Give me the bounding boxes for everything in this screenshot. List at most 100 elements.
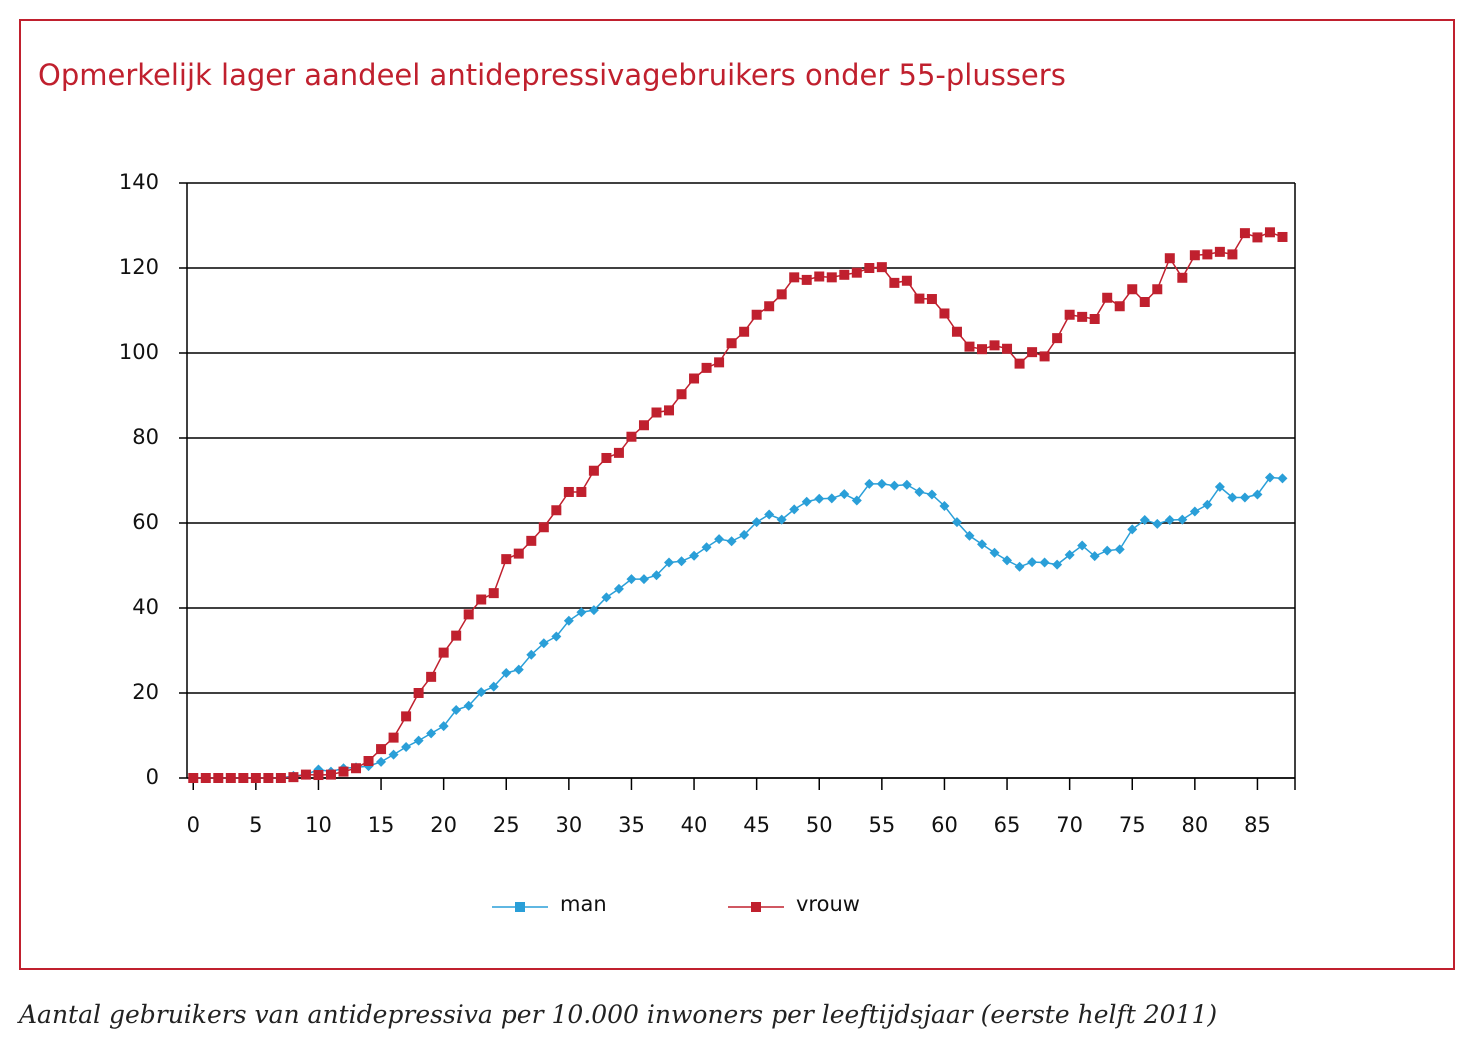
point <box>651 407 662 418</box>
point <box>901 479 912 490</box>
x-tick-label: 20 <box>430 813 457 837</box>
point <box>413 735 424 746</box>
point <box>438 721 449 732</box>
point <box>989 340 1000 351</box>
point <box>363 756 374 766</box>
point <box>664 405 675 416</box>
point <box>626 574 637 585</box>
point <box>1252 232 1263 243</box>
point <box>588 465 599 476</box>
point <box>1164 515 1175 526</box>
point <box>213 773 224 783</box>
point <box>789 272 800 283</box>
x-tick-label: 25 <box>493 813 520 837</box>
point <box>526 649 537 660</box>
point <box>526 535 537 546</box>
point <box>739 326 750 337</box>
point <box>188 773 199 783</box>
point <box>739 529 750 540</box>
point <box>1127 284 1138 295</box>
point <box>1139 515 1150 526</box>
point <box>351 763 362 774</box>
point <box>426 671 437 682</box>
point <box>225 773 236 783</box>
y-tick-label: 80 <box>132 425 159 449</box>
point <box>1114 301 1125 312</box>
point <box>275 773 286 783</box>
point <box>926 294 937 305</box>
point <box>689 550 700 561</box>
point <box>1252 489 1263 500</box>
x-tick-label: 30 <box>555 813 582 837</box>
point <box>376 744 387 755</box>
point <box>1152 284 1163 295</box>
x-tick-label: 65 <box>994 813 1021 837</box>
point <box>476 594 487 605</box>
point <box>513 664 524 675</box>
x-tick-label: 70 <box>1056 813 1083 837</box>
point <box>701 542 712 553</box>
x-tick-label: 85 <box>1244 813 1271 837</box>
point <box>513 548 524 559</box>
point <box>926 489 937 500</box>
x-tick-label: 50 <box>806 813 833 837</box>
x-tick-label: 15 <box>368 813 395 837</box>
point <box>689 373 700 384</box>
x-tick-label: 60 <box>931 813 958 837</box>
point <box>238 773 249 783</box>
point <box>538 522 549 533</box>
point <box>1052 559 1063 570</box>
point <box>638 574 649 585</box>
point <box>488 588 499 599</box>
point <box>463 609 474 620</box>
point <box>1277 231 1288 242</box>
point <box>1102 292 1113 303</box>
chart-frame <box>19 19 1455 970</box>
point <box>964 530 975 541</box>
point <box>1214 481 1225 492</box>
point <box>501 554 512 565</box>
point <box>1002 555 1013 566</box>
point <box>613 447 624 458</box>
point <box>789 504 800 515</box>
x-tick-label: 5 <box>249 813 262 837</box>
point <box>901 275 912 286</box>
point <box>801 496 812 507</box>
point <box>989 547 1000 558</box>
point <box>776 289 787 300</box>
point <box>1077 311 1088 322</box>
point <box>851 267 862 278</box>
caption: Aantal gebruikers van antidepressiva per… <box>19 1000 1218 1029</box>
point <box>1039 557 1050 568</box>
point <box>889 480 900 491</box>
point <box>801 274 812 285</box>
point <box>914 293 925 304</box>
point <box>263 773 274 783</box>
point <box>551 631 562 642</box>
point <box>977 344 988 355</box>
point <box>951 517 962 528</box>
y-tick-label: 60 <box>132 510 159 534</box>
x-tick-label: 0 <box>187 813 200 837</box>
point <box>751 517 762 528</box>
point <box>676 389 687 400</box>
point <box>1114 544 1125 555</box>
point <box>726 536 737 547</box>
y-tick-label: 20 <box>132 680 159 704</box>
point <box>1239 492 1250 503</box>
x-tick-label: 45 <box>743 813 770 837</box>
point <box>776 514 787 525</box>
point <box>1177 514 1188 525</box>
point <box>651 570 662 581</box>
point <box>939 501 950 511</box>
point <box>451 630 462 641</box>
point <box>401 711 412 722</box>
point <box>1039 351 1050 362</box>
point <box>438 647 449 658</box>
y-tick-label: 140 <box>119 170 159 194</box>
point <box>563 615 574 626</box>
point <box>476 687 487 698</box>
point <box>864 263 875 273</box>
point <box>714 357 725 368</box>
